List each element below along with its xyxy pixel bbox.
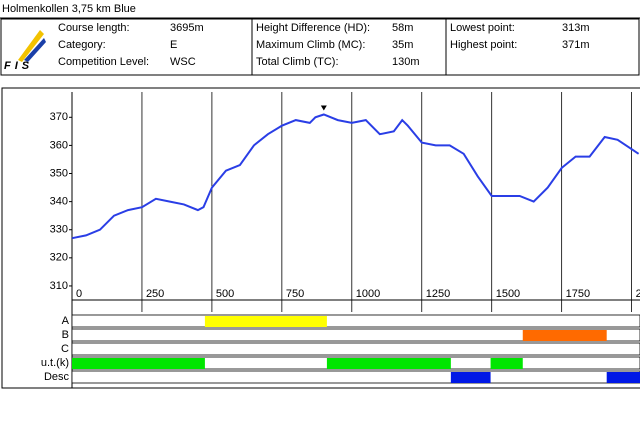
lane-segment	[522, 330, 607, 341]
info-box	[0, 18, 640, 76]
logo-swoosh	[18, 30, 44, 62]
info-label: Highest point:	[450, 39, 517, 51]
info-label: Course length:	[58, 22, 130, 34]
y-tick-label: 350	[50, 167, 68, 179]
lane-row	[71, 314, 640, 328]
info-label: Category:	[58, 39, 106, 51]
lane-label: A	[62, 315, 70, 327]
x-tick-label: 750	[286, 288, 304, 300]
x-tick-label: 1750	[566, 288, 590, 300]
info-value: 130m	[392, 56, 420, 68]
x-tick-label: 500	[216, 288, 234, 300]
lane-label: B	[62, 329, 69, 341]
logo-text: FIS	[4, 60, 33, 72]
info-label: Competition Level:	[58, 56, 149, 68]
x-tick-label: 0	[76, 288, 82, 300]
y-tick-label: 320	[50, 252, 68, 264]
lane-row	[71, 370, 640, 384]
info-value: 371m	[562, 39, 590, 51]
info-label: Total Climb (TC):	[256, 56, 339, 68]
lane-segment	[326, 358, 451, 369]
lane-label: C	[61, 343, 69, 355]
page-title: Holmenkollen 3,75 km Blue	[2, 3, 136, 15]
lane-row	[71, 328, 640, 342]
profile-line	[71, 113, 640, 240]
lane-segment	[606, 372, 640, 383]
lane-label: u.t.(k)	[41, 357, 69, 369]
info-value: 58m	[392, 22, 413, 34]
info-value: 35m	[392, 39, 413, 51]
y-tick-label: 330	[50, 224, 68, 236]
lane-row	[71, 342, 640, 356]
lane-segment	[490, 358, 523, 369]
lane-segment	[72, 358, 205, 369]
x-tick-label: 1500	[496, 288, 520, 300]
x-tick-label: 2000	[636, 288, 640, 300]
info-value: E	[170, 39, 177, 51]
logo: FIS	[4, 30, 46, 72]
chart-frame	[1, 87, 640, 389]
x-tick-label: 1000	[356, 288, 380, 300]
lane-label: Desc	[44, 371, 70, 383]
logo-swoosh	[24, 38, 46, 62]
x-tick-label: 1250	[426, 288, 450, 300]
info-label: Maximum Climb (MC):	[256, 39, 365, 51]
lane-segment	[204, 316, 327, 327]
info-value: 3695m	[170, 22, 204, 34]
info-label: Height Difference (HD):	[256, 22, 370, 34]
lane-segment	[450, 372, 491, 383]
x-tick-label: 250	[146, 288, 164, 300]
y-tick-label: 310	[50, 280, 68, 292]
y-tick-label: 370	[50, 111, 68, 123]
info-label: Lowest point:	[450, 22, 515, 34]
info-value: WSC	[170, 56, 196, 68]
info-value: 313m	[562, 22, 590, 34]
y-tick-label: 360	[50, 139, 68, 151]
y-tick-label: 340	[50, 196, 68, 208]
highest-marker	[320, 105, 327, 111]
